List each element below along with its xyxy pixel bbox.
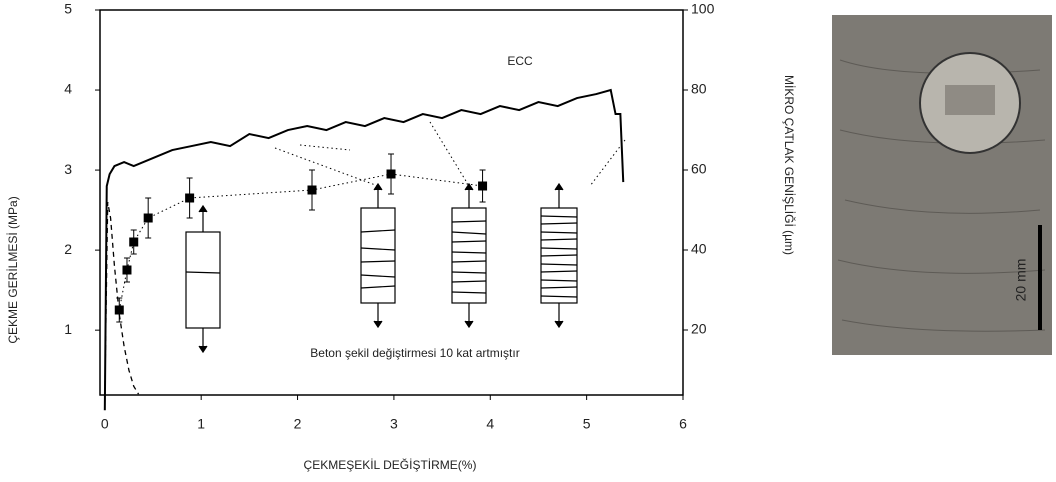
crack-schematics: [185, 182, 578, 354]
marker: [143, 213, 153, 223]
x-tick-label: 0: [101, 416, 109, 432]
x-tick-label: 5: [583, 416, 591, 432]
x-tick-label: 1: [197, 416, 205, 432]
y-tick-label: 3: [64, 161, 72, 177]
y2-tick-label: 100: [691, 1, 715, 17]
series-label: ECC: [507, 54, 533, 68]
x-tick-label: 3: [390, 416, 398, 432]
marker: [386, 169, 396, 179]
photo: 20 mm: [832, 15, 1052, 355]
pointer-lines: [274, 121, 626, 187]
marker: [114, 305, 124, 315]
y-tick-label: 2: [64, 241, 72, 257]
trend-line: [118, 173, 483, 311]
marker: [478, 181, 488, 191]
y2-tick-label: 20: [691, 321, 707, 337]
photo-texture: [837, 59, 1046, 332]
marker: [185, 193, 195, 203]
scale-label: 20 mm: [1013, 259, 1029, 302]
coin-detail: [945, 85, 995, 115]
y-tick-label: 1: [64, 321, 72, 337]
marker: [307, 185, 317, 195]
y2-tick-label: 40: [691, 241, 707, 257]
annotation: Beton şekil değiştirmesi 10 kat artmıştı…: [310, 346, 519, 360]
plot-frame: [99, 9, 684, 396]
y2-tick-label: 60: [691, 161, 707, 177]
y2-tick-label: 80: [691, 81, 707, 97]
y-tick-label: 4: [64, 81, 72, 97]
y-tick-label: 5: [64, 1, 72, 17]
x-tick-label: 6: [679, 416, 687, 432]
curve: [103, 88, 625, 411]
x-tick-label: 4: [486, 416, 494, 432]
y2-axis-title: MİKRO ÇATLAK GENİŞLİĞİ (µm): [782, 75, 797, 255]
marker: [129, 237, 139, 247]
y-axis-title: ÇEKME GERİLMESİ (MPa): [6, 196, 20, 343]
x-tick-label: 2: [294, 416, 302, 432]
marker: [122, 265, 132, 275]
x-axis-title: ÇEKMEŞEKİL DEĞİŞTİRME(%): [304, 457, 477, 472]
curve: [104, 201, 140, 396]
